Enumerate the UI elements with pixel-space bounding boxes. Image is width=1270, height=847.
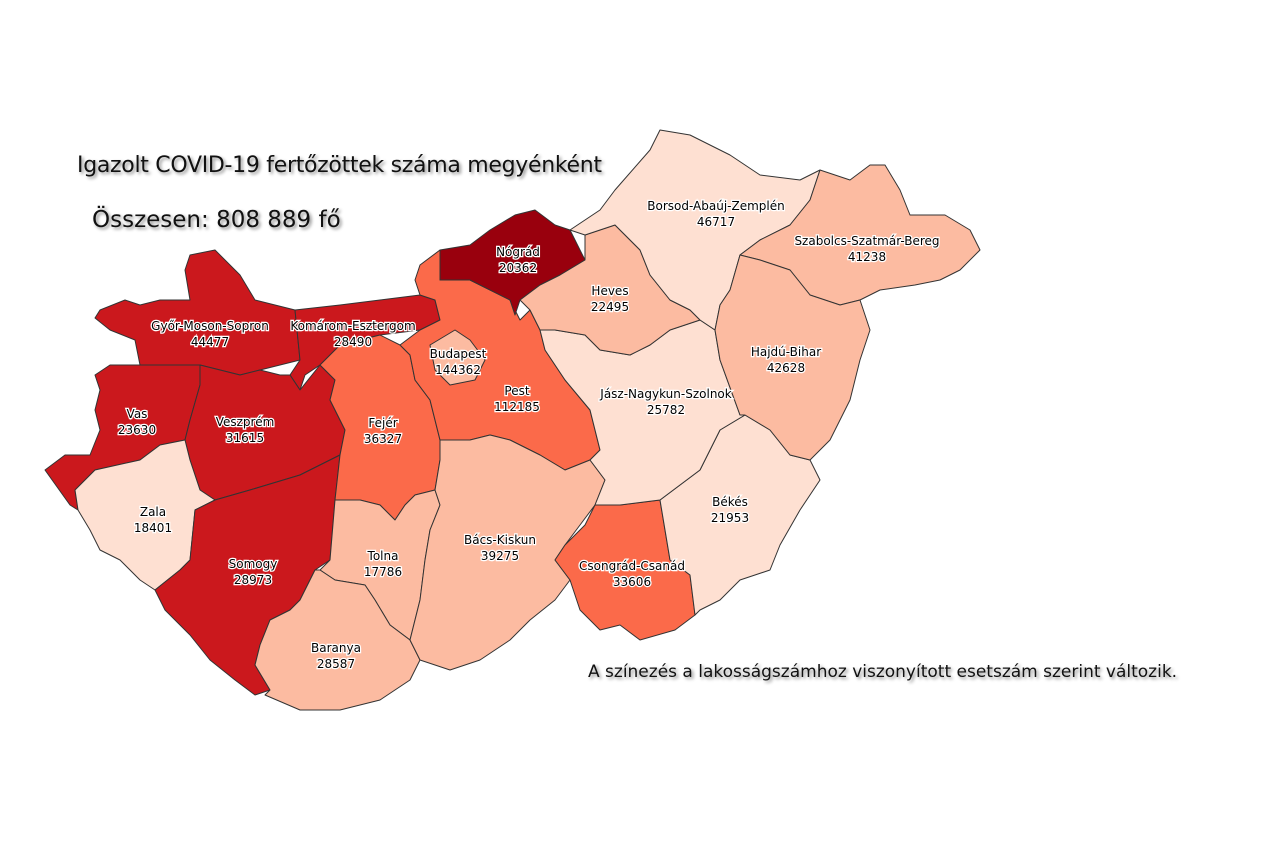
- county-budapest: [429, 329, 486, 386]
- county-cases-label: 28973: [234, 573, 272, 587]
- county-name-label: Hajdú-Bihar: [751, 345, 821, 359]
- county-cases-label: 23630: [118, 423, 156, 437]
- county-cases-label: 20362: [499, 261, 537, 275]
- county-name-label: Budapest: [430, 347, 487, 361]
- county-cases-label: 144362: [435, 363, 481, 377]
- county-name-label: Veszprém: [216, 415, 275, 429]
- county-szabolcs-szatmar-bereg: [739, 164, 981, 306]
- county-name-label: Fejér: [368, 416, 397, 430]
- county-name-label: Tolna: [367, 549, 399, 563]
- county-name-label: Nógrád: [496, 245, 540, 259]
- county-name-label: Jász-Nagykun-Szolnok: [599, 387, 731, 401]
- county-name-label: Heves: [591, 284, 628, 298]
- color-note: A színezés a lakosságszámhoz viszonyítot…: [588, 662, 1178, 682]
- county-cases-label: 42628: [767, 361, 805, 375]
- total-cases: Összesen: 808 889 fő: [92, 207, 341, 233]
- county-cases-label: 46717: [697, 215, 735, 229]
- county-cases-label: 41238: [848, 250, 886, 264]
- county-cases-label: 18401: [134, 521, 172, 535]
- county-baranya: [254, 569, 421, 711]
- county-cases-label: 36327: [364, 432, 402, 446]
- county-cases-label: 28587: [317, 657, 355, 671]
- county-cases-label: 39275: [481, 549, 519, 563]
- county-cases-label: 22495: [591, 300, 629, 314]
- county-name-label: Békés: [712, 495, 748, 509]
- county-name-label: Baranya: [311, 641, 361, 655]
- county-cases-label: 112185: [494, 400, 540, 414]
- county-gyor-moson-sopron: [94, 249, 301, 376]
- county-cases-label: 25782: [647, 403, 685, 417]
- county-name-label: Csongrád-Csanád: [579, 559, 685, 573]
- county-cases-label: 33606: [613, 575, 651, 589]
- county-cases-label: 28490: [334, 335, 372, 349]
- county-name-label: Zala: [140, 505, 166, 519]
- county-cases-label: 21953: [711, 511, 749, 525]
- county-name-label: Borsod-Abaúj-Zemplén: [647, 199, 784, 213]
- county-name-label: Bács-Kiskun: [464, 533, 536, 547]
- county-name-label: Győr-Moson-Sopron: [151, 319, 269, 333]
- county-cases-label: 44477: [191, 335, 229, 349]
- county-cases-label: 17786: [364, 565, 402, 579]
- county-name-label: Pest: [504, 384, 529, 398]
- map-title: Igazolt COVID-19 fertőzöttek száma megyé…: [77, 153, 602, 178]
- county-bacs-kiskun: [409, 434, 606, 671]
- county-hajdu-bihar: [714, 254, 871, 461]
- county-name-label: Vas: [127, 407, 148, 421]
- county-cases-label: 31615: [226, 431, 264, 445]
- county-name-label: Szabolcs-Szatmár-Bereg: [794, 234, 939, 248]
- county-name-label: Somogy: [229, 557, 278, 571]
- county-name-label: Komárom-Esztergom: [290, 319, 415, 333]
